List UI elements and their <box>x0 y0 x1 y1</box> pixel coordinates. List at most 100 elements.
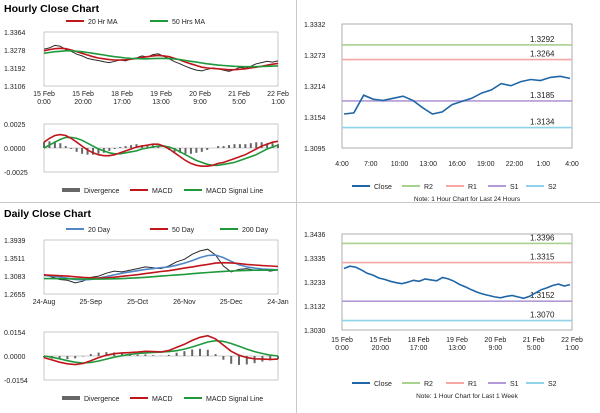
hourly-pivot-chart: 1.3332 1.3273 1.3214 1.3154 1.3095 4:00 7:00 10… <box>304 22 579 203</box>
level-s2-label: 1.3070 <box>530 311 555 320</box>
section-divider <box>0 202 600 203</box>
hourly-pivot-xtick: 22:00 <box>506 161 524 168</box>
daily-pivot-xtick: 15 Feb 0:00 <box>331 337 353 352</box>
series-close <box>343 75 571 115</box>
chart-note: Note: 1 Hour Chart for Last 1 Week <box>416 393 519 400</box>
daily-macd-ytick: 0.0154 <box>4 330 26 337</box>
daily-pivot-ytick: 1.3233 <box>304 280 326 287</box>
daily-macd-ytick: 0.0000 <box>4 354 26 361</box>
daily-macd-chart: 0.0154 0.0000 -0.0154 Divergence MACD MACD Si… <box>4 330 279 403</box>
legend-macd: MACD <box>152 188 173 195</box>
plot-frame <box>43 31 279 87</box>
series-200-day <box>44 269 279 280</box>
hourly-pivot-xtick: 7:00 <box>364 161 378 168</box>
daily-price-ytick: 1.2655 <box>4 292 26 299</box>
hourly-macd-ytick: 0.0000 <box>4 146 26 153</box>
level-r2-label: 1.3292 <box>530 35 555 44</box>
level-s1-label: 1.3185 <box>530 91 555 100</box>
daily-macd-ytick: -0.0154 <box>4 378 28 385</box>
daily-pivot-xtick: 22 Feb 1:00 <box>561 337 583 352</box>
daily-price-ytick: 1.3939 <box>4 238 26 245</box>
daily-pivot-xtick: 19 Feb 13:00 <box>446 337 468 352</box>
hourly-pivot-xtick: 4:00 <box>335 161 349 168</box>
legend-20-hr-ma: 20 Hr MA <box>88 19 118 26</box>
daily-pivot-xtick: 15 Feb 20:00 <box>369 337 391 352</box>
daily-pivot-ytick: 1.3335 <box>304 256 326 263</box>
level-r2-label: 1.3396 <box>530 233 555 242</box>
series-50-hrs-ma <box>43 50 279 68</box>
hourly-price-chart: 20 Hr MA 50 Hrs MA 1.3364 1.3278 1.3192 1.310… <box>4 19 289 106</box>
column-divider <box>296 0 297 413</box>
hourly-price-ytick: 1.3364 <box>4 30 26 37</box>
legend-r1: R1 <box>468 184 477 191</box>
hourly-price-xtick: 20 Feb 9:00 <box>189 91 211 106</box>
hourly-pivot-ytick: 1.3273 <box>304 53 326 60</box>
hourly-price-xtick: 18 Feb 17:00 <box>111 91 133 106</box>
daily-pivot-chart: 1.3436 1.3335 1.3233 1.3132 1.3030 15 Feb 0:00… <box>304 232 583 400</box>
hourly-pivot-xtick: 4:00 <box>565 161 579 168</box>
hourly-pivot-ytick: 1.3332 <box>304 22 326 29</box>
daily-section-title: Daily Close Chart <box>4 208 91 220</box>
level-r1-label: 1.3315 <box>530 253 555 262</box>
legend-divergence-swatch <box>62 396 80 400</box>
legend-20-day: 20 Day <box>88 227 111 234</box>
hourly-price-xtick: 15 Feb 0:00 <box>33 91 55 106</box>
legend-divergence: Divergence <box>84 188 120 195</box>
legend-50-hrs-ma: 50 Hrs MA <box>172 19 205 26</box>
series-macd-signal-line <box>43 136 279 167</box>
hourly-price-ytick: 1.3192 <box>4 66 26 73</box>
daily-price-xtick: 25-Oct <box>127 299 148 306</box>
legend-macd: MACD <box>152 396 173 403</box>
legend-close: Close <box>374 381 392 388</box>
hourly-pivot-xtick: 1:00 <box>536 161 550 168</box>
daily-pivot-xtick: 18 Feb 17:00 <box>408 337 430 352</box>
daily-price-xtick: 24-Jan <box>267 299 289 306</box>
hourly-macd-ytick: -0.0025 <box>4 170 28 177</box>
legend-50-day: 50 Day <box>172 227 195 234</box>
plot-frame <box>43 239 279 295</box>
hourly-section-title: Hourly Close Chart <box>4 3 100 15</box>
legend-r2: R2 <box>424 184 433 191</box>
series-50-day <box>43 261 279 279</box>
hourly-pivot-xtick: 10:00 <box>391 161 409 168</box>
legend-200-day: 200 Day <box>242 227 269 234</box>
legend-macd-signal-line: MACD Signal Line <box>206 188 263 195</box>
hourly-pivot-xtick: 19:00 <box>477 161 495 168</box>
hourly-price-ytick: 1.3278 <box>4 48 26 55</box>
daily-price-xtick: 25-Dec <box>220 299 243 306</box>
hourly-price-xtick: 22 Feb 1:00 <box>267 91 289 106</box>
legend-macd-signal-line: MACD Signal Line <box>206 396 263 403</box>
hourly-price-xtick: 19 Feb 13:00 <box>150 91 172 106</box>
hourly-macd-chart: 0.0025 0.0000 -0.0025 Divergence MACD MACD Si… <box>4 122 279 195</box>
legend-s1: S1 <box>510 381 519 388</box>
hourly-price-xtick: 15 Feb 20:00 <box>72 91 94 106</box>
hourly-pivot-ytick: 1.3095 <box>304 146 326 153</box>
daily-price-xtick: 25-Sep <box>80 299 103 306</box>
hourly-pivot-xtick: 13:00 <box>419 161 437 168</box>
level-s1-label: 1.3152 <box>530 291 555 300</box>
hourly-pivot-xtick: 16:00 <box>448 161 466 168</box>
daily-pivot-xtick: 20 Feb 9:00 <box>484 337 506 352</box>
series-macd <box>43 334 279 366</box>
level-r1-label: 1.3264 <box>530 50 555 59</box>
legend-r2: R2 <box>424 381 433 388</box>
legend-close: Close <box>374 184 392 191</box>
hourly-pivot-ytick: 1.3154 <box>304 115 326 122</box>
series-close <box>43 248 279 284</box>
legend-r1: R1 <box>468 381 477 388</box>
daily-pivot-ytick: 1.3132 <box>304 304 326 311</box>
legend-divergence: Divergence <box>84 396 120 403</box>
hourly-price-xtick: 21 Feb 5:00 <box>228 91 250 106</box>
hourly-price-ytick: 1.3106 <box>4 84 26 91</box>
legend-divergence-swatch <box>62 188 80 192</box>
chart-note: Note: 1 Hour Chart for Last 24 Hours <box>414 196 521 203</box>
series-macd <box>43 133 279 167</box>
daily-price-ytick: 1.3083 <box>4 274 26 281</box>
legend-s2: S2 <box>548 381 557 388</box>
series-close <box>343 265 571 300</box>
daily-price-xtick: 24-Aug <box>33 299 56 306</box>
hourly-pivot-ytick: 1.3214 <box>304 84 326 91</box>
hourly-macd-ytick: 0.0025 <box>4 122 26 129</box>
daily-price-xtick: 26-Nov <box>173 299 196 306</box>
series-20-hr-ma <box>43 47 279 71</box>
